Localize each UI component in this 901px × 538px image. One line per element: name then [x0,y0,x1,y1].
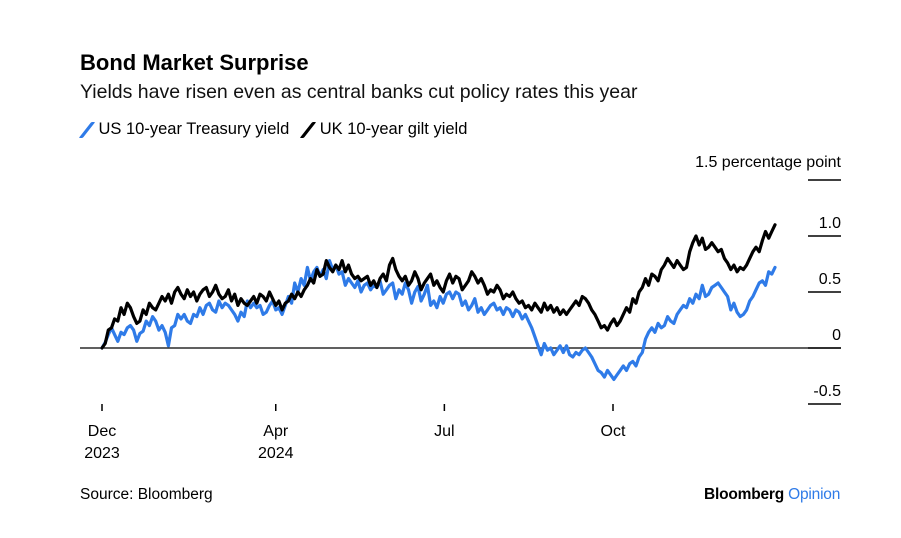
source-note: Source: Bloomberg [80,486,213,503]
x-tick-sublabel-1: 2024 [258,445,294,462]
brand-main: Bloomberg [704,486,785,503]
legend-label-us: US 10-year Treasury yield [98,120,290,138]
y-tick-label-3: 0 [832,327,841,344]
x-tick-label-0: Dec [88,423,116,440]
legend-item-uk: UK 10-year gilt yield [299,120,468,139]
series-line-uk-10y [100,223,777,350]
legend-item-us: US 10-year Treasury yield [78,120,290,139]
x-tick-sublabel-0: 2023 [84,445,120,462]
x-tick-label-2: Jul [434,423,454,440]
y-axis-unit-label: 1.5 percentage point [695,154,841,171]
x-tick-label-1: Apr [263,423,289,440]
chart-title: Bond Market Surprise [80,50,309,75]
y-tick-label-4: -0.5 [813,383,841,400]
x-tick-label-3: Oct [601,423,626,440]
legend-label-uk: UK 10-year gilt yield [319,120,468,138]
brand-logo: Bloomberg Opinion [704,486,840,504]
series-line-us-10y [100,259,777,381]
chart-subtitle: Yields have risen even as central banks … [80,81,638,103]
y-tick-label-2: 0.5 [819,271,841,288]
brand-sub: Opinion [788,486,841,503]
y-tick-label-1: 1.0 [819,215,841,232]
legend: US 10-year Treasury yield UK 10-year gil… [78,120,479,139]
